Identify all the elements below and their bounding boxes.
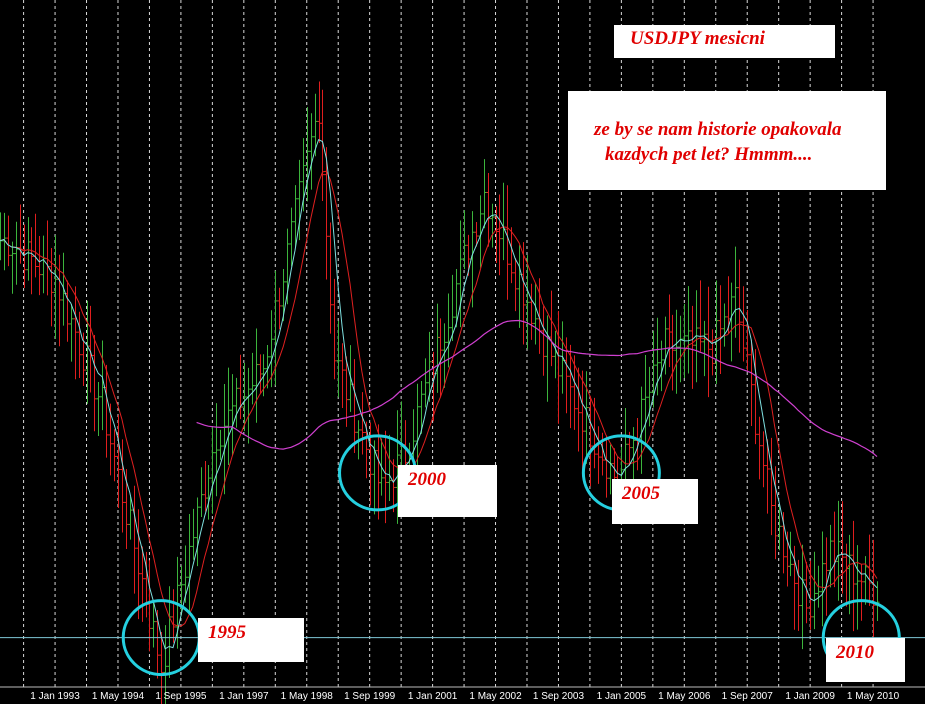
x-tick-label: 1 Sep 1995 xyxy=(155,691,207,702)
year-label-1995: 1995 xyxy=(198,618,304,662)
x-tick-label: 1 Sep 1999 xyxy=(344,691,396,702)
annotation-line-1: ze by se nam historie opakovala xyxy=(594,119,842,140)
x-tick-label: 1 May 1994 xyxy=(92,691,145,702)
x-tick-label: 1 Jan 1997 xyxy=(219,691,269,702)
annotation-box: ze by se nam historie opakovala kazdych … xyxy=(568,91,886,190)
x-tick-label: 1 Sep 2007 xyxy=(722,691,774,702)
chart-title: USDJPY mesicni xyxy=(630,28,765,49)
x-tick-label: 1 May 2010 xyxy=(847,691,900,702)
chart-title-box: USDJPY mesicni xyxy=(614,25,835,58)
price-bars xyxy=(0,81,880,704)
highlight-circles xyxy=(121,434,901,677)
x-tick-label: 1 May 2002 xyxy=(469,691,522,702)
annotation-line-2: kazdych pet let? Hmmm.... xyxy=(605,144,813,165)
ma-slow-line xyxy=(0,170,878,627)
x-tick-label: 1 May 1998 xyxy=(281,691,334,702)
moving-averages xyxy=(0,139,878,650)
x-tick-label: 1 Jan 2009 xyxy=(785,691,835,702)
x-tick-label: 1 Jan 2001 xyxy=(408,691,458,702)
x-tick-label: 1 Jan 1993 xyxy=(30,691,80,702)
year-label-2005: 2005 xyxy=(612,479,698,524)
x-tick-label: 1 May 2006 xyxy=(658,691,711,702)
x-tick-label: 1 Sep 2003 xyxy=(533,691,585,702)
year-label-2000: 2000 xyxy=(398,465,497,517)
ma-long-line xyxy=(196,319,878,458)
ma-fast-line xyxy=(0,139,878,650)
year-label-2010: 2010 xyxy=(826,638,905,682)
x-tick-label: 1 Jan 2005 xyxy=(597,691,647,702)
